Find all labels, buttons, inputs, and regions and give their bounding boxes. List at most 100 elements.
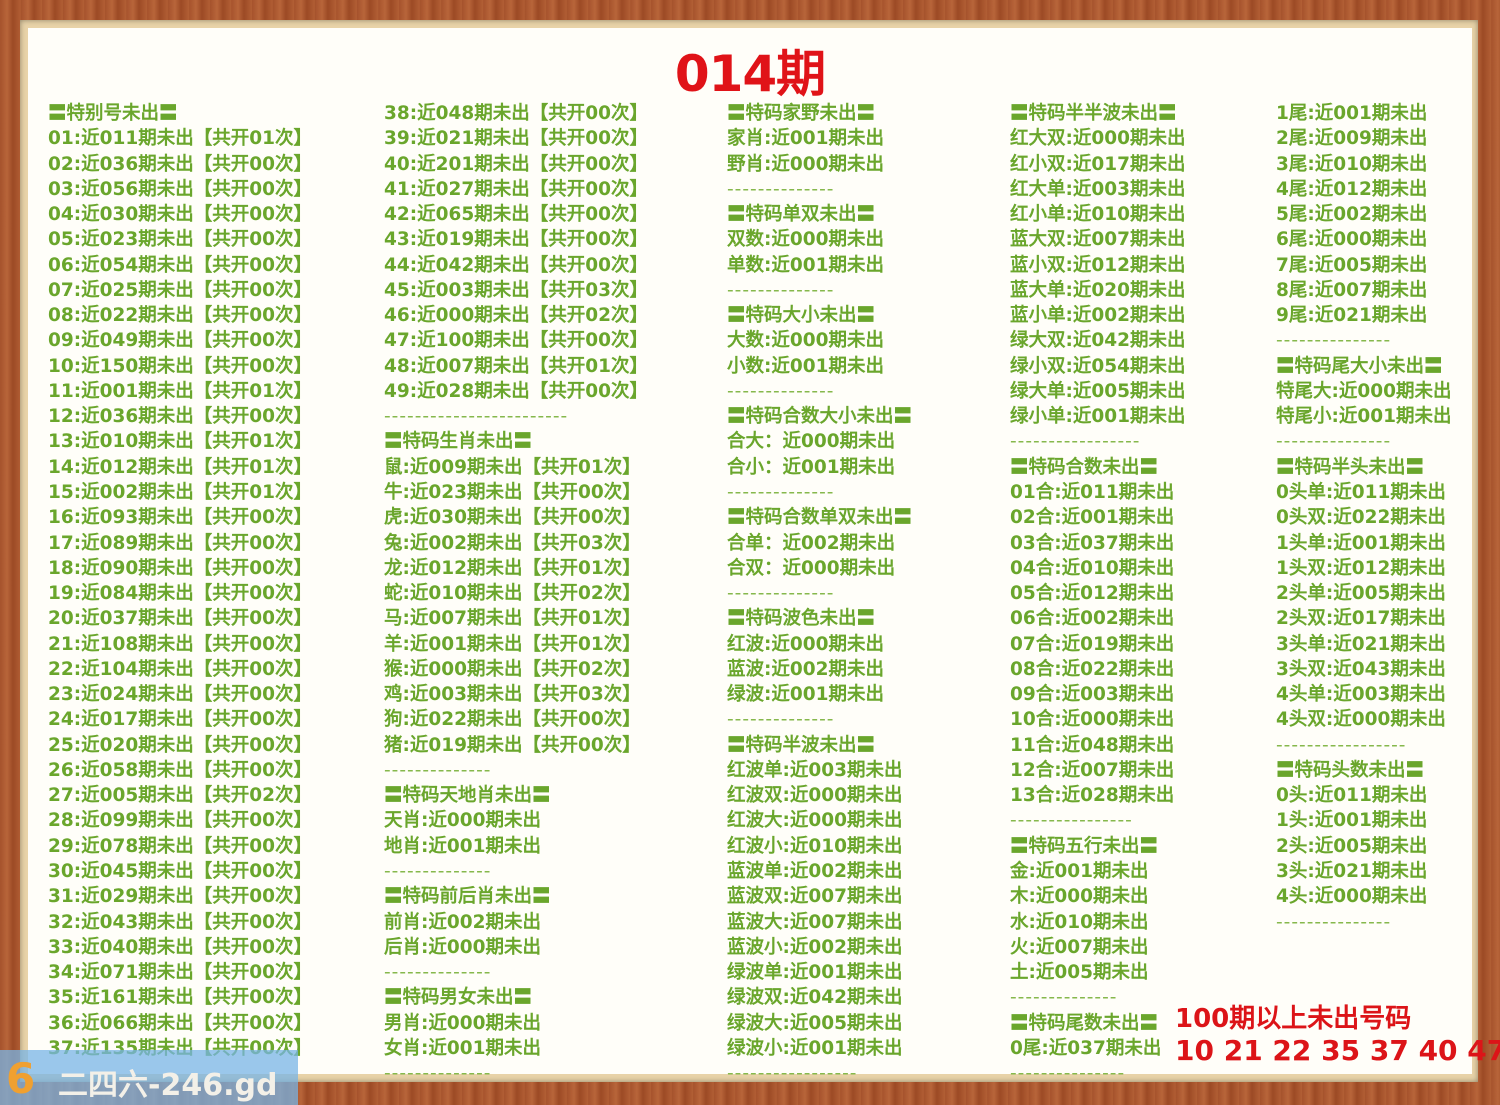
list-item: 红波单:近003期未出	[727, 759, 903, 781]
section-header: 〓特码半半波未出〓	[1010, 103, 1177, 124]
list-item: 9尾:近021期未出	[1276, 305, 1428, 327]
list-item: 36:近066期未出【共开00次】	[48, 1012, 313, 1034]
list-item: 1头双:近012期未出	[1276, 557, 1446, 579]
list-item: 29:近078期未出【共开00次】	[48, 835, 313, 857]
list-item: 38:近048期未出【共开00次】	[384, 103, 649, 124]
list-item: 龙:近012期未出【共开01次】	[384, 557, 641, 579]
list-item: 01:近011期未出【共开01次】	[48, 128, 313, 150]
divider: --------------	[384, 860, 492, 882]
list-item: 18:近090期未出【共开00次】	[48, 557, 313, 579]
section-header: 〓特码五行未出〓	[1010, 835, 1159, 857]
list-item: 虎:近030期未出【共开00次】	[384, 507, 641, 529]
list-item: 1头单:近001期未出	[1276, 532, 1446, 554]
list-item: 女肖:近001期未出	[384, 1037, 542, 1059]
list-item: 2尾:近009期未出	[1276, 128, 1428, 150]
section-header: 〓特码尾数未出〓	[1010, 1012, 1159, 1034]
list-item: 30:近045期未出【共开00次】	[48, 860, 313, 882]
list-item: 后肖:近000期未出	[384, 936, 542, 958]
divider: ---------------	[1010, 1063, 1126, 1085]
list-item: 33:近040期未出【共开00次】	[48, 936, 313, 958]
list-item: 02合:近001期未出	[1010, 507, 1175, 529]
content-panel	[28, 28, 1472, 1074]
divider: ------------------------	[384, 406, 569, 428]
list-item: 49:近028期未出【共开00次】	[384, 380, 649, 402]
list-item: 绿小单:近001期未出	[1010, 406, 1186, 428]
section-header: 〓特码合数大小未出〓	[727, 406, 913, 428]
list-item: 27:近005期未出【共开02次】	[48, 785, 313, 807]
list-item: 兔:近002期未出【共开03次】	[384, 532, 641, 554]
list-item: 4头单:近003期未出	[1276, 684, 1446, 706]
divider: --------------	[384, 759, 492, 781]
list-item: 合双：近000期未出	[727, 557, 896, 579]
divider: --------------	[727, 583, 835, 605]
list-item: 13:近010期未出【共开01次】	[48, 431, 313, 453]
section-header: 〓特码天地肖未出〓	[384, 785, 551, 807]
list-item: 2头单:近005期未出	[1276, 583, 1446, 605]
list-item: 红大双:近000期未出	[1010, 128, 1186, 150]
list-item: 20:近037期未出【共开00次】	[48, 608, 313, 630]
list-item: 09:近049期未出【共开00次】	[48, 330, 313, 352]
list-item: 4头双:近000期未出	[1276, 709, 1446, 731]
list-item: 蓝大双:近007期未出	[1010, 229, 1186, 251]
section-header: 〓特码大小未出〓	[727, 305, 876, 327]
list-item: 32:近043期未出【共开00次】	[48, 911, 313, 933]
list-item: 蛇:近010期未出【共开02次】	[384, 583, 641, 605]
list-item: 蓝大单:近020期未出	[1010, 279, 1186, 301]
list-item: 12合:近007期未出	[1010, 759, 1175, 781]
list-item: 03:近056期未出【共开00次】	[48, 178, 313, 200]
list-item: 3头:近021期未出	[1276, 860, 1428, 882]
list-item: 07合:近019期未出	[1010, 633, 1175, 655]
list-item: 蓝波小:近002期未出	[727, 936, 903, 958]
over-100-numbers: 10 21 22 35 37 40 47	[1175, 1034, 1500, 1067]
divider: --------------	[727, 709, 835, 731]
list-item: 6尾:近000期未出	[1276, 229, 1428, 251]
list-item: 红波小:近010期未出	[727, 835, 903, 857]
divider: --------------	[727, 481, 835, 503]
list-item: 特尾大:近000期未出	[1276, 380, 1452, 402]
list-item: 28:近099期未出【共开00次】	[48, 810, 313, 832]
over-100-label: 100期以上未出号码	[1175, 1004, 1412, 1034]
list-item: 04合:近010期未出	[1010, 557, 1175, 579]
list-item: 25:近020期未出【共开00次】	[48, 734, 313, 756]
divider: ---------------	[1276, 431, 1392, 453]
list-item: 26:近058期未出【共开00次】	[48, 759, 313, 781]
watermark: 6 二四六-246.gd	[0, 1050, 298, 1105]
issue-title: 014期	[674, 45, 826, 103]
divider: --------------	[384, 962, 492, 984]
list-item: 鼠:近009期未出【共开01次】	[384, 456, 641, 478]
divider: --------------	[727, 380, 835, 402]
list-item: 06:近054期未出【共开00次】	[48, 254, 313, 276]
divider: -----------------	[1276, 734, 1407, 756]
list-item: 12:近036期未出【共开00次】	[48, 406, 313, 428]
list-item: 红波:近000期未出	[727, 633, 885, 655]
list-item: 合大：近000期未出	[727, 431, 896, 453]
list-item: 红波大:近000期未出	[727, 810, 903, 832]
section-header: 〓特码合数单双未出〓	[727, 507, 913, 529]
list-item: 08:近022期未出【共开00次】	[48, 305, 313, 327]
list-item: 02:近036期未出【共开00次】	[48, 153, 313, 175]
list-item: 牛:近023期未出【共开00次】	[384, 481, 641, 503]
list-item: 小数:近001期未出	[727, 355, 885, 377]
list-item: 03合:近037期未出	[1010, 532, 1175, 554]
list-item: 合小：近001期未出	[727, 456, 896, 478]
list-item: 男肖:近000期未出	[384, 1012, 542, 1034]
list-item: 3头单:近021期未出	[1276, 633, 1446, 655]
list-item: 01合:近011期未出	[1010, 481, 1175, 503]
list-item: 绿小双:近054期未出	[1010, 355, 1186, 377]
section-header: 〓特码家野未出〓	[727, 103, 876, 124]
list-item: 绿波单:近001期未出	[727, 962, 903, 984]
list-item: 44:近042期未出【共开00次】	[384, 254, 649, 276]
list-item: 天肖:近000期未出	[384, 810, 542, 832]
section-header: 〓特别号未出〓	[48, 103, 178, 124]
list-item: 鸡:近003期未出【共开03次】	[384, 684, 641, 706]
section-header: 〓特码尾大小未出〓	[1276, 355, 1443, 377]
list-item: 蓝波:近002期未出	[727, 658, 885, 680]
list-item: 红波双:近000期未出	[727, 785, 903, 807]
list-item: 04:近030期未出【共开00次】	[48, 204, 313, 226]
section-header: 〓特码半波未出〓	[727, 734, 876, 756]
list-item: 4头:近000期未出	[1276, 886, 1428, 908]
watermark-text: 二四六-246.gd	[58, 1068, 278, 1103]
list-item: 31:近029期未出【共开00次】	[48, 886, 313, 908]
list-item: 4尾:近012期未出	[1276, 178, 1428, 200]
divider: --------------	[727, 279, 835, 301]
